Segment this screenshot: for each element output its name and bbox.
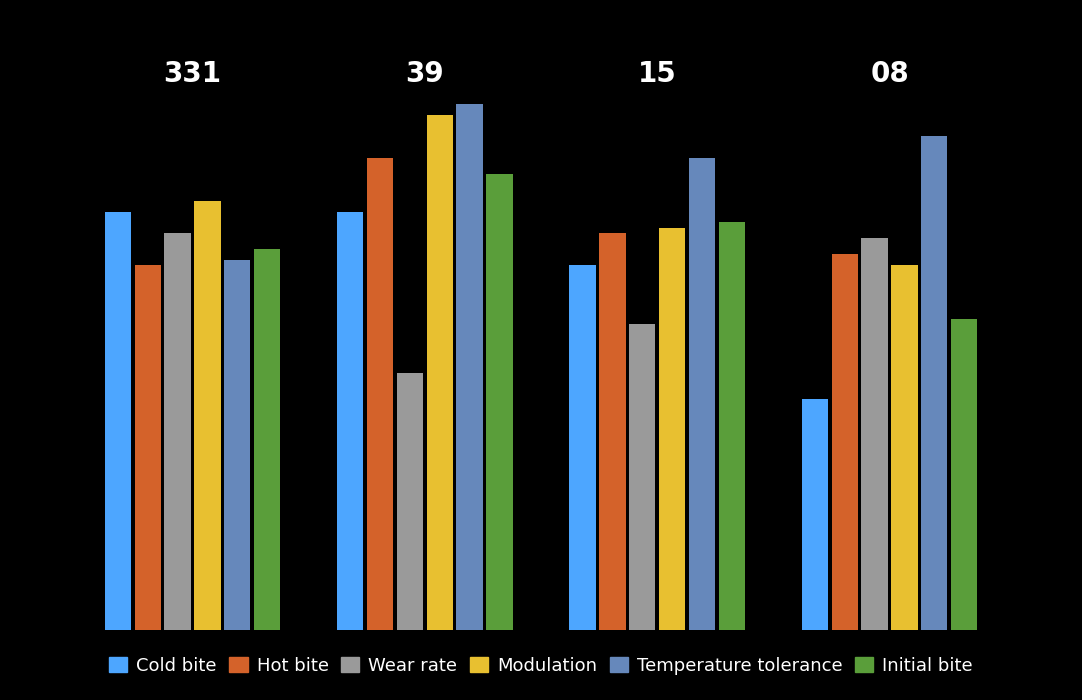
- Bar: [599, 233, 625, 630]
- Text: 331: 331: [163, 60, 222, 88]
- Bar: [224, 260, 250, 630]
- Legend: Cold bite, Hot bite, Wear rate, Modulation, Temperature tolerance, Initial bite: Cold bite, Hot bite, Wear rate, Modulati…: [106, 653, 976, 678]
- Bar: [367, 158, 393, 630]
- Text: 15: 15: [637, 60, 676, 88]
- Bar: [802, 399, 828, 630]
- Bar: [486, 174, 513, 630]
- Bar: [689, 158, 715, 630]
- Bar: [861, 239, 887, 630]
- Bar: [134, 265, 161, 630]
- Bar: [457, 104, 483, 630]
- Bar: [254, 249, 280, 630]
- Bar: [718, 223, 744, 630]
- Bar: [195, 201, 221, 630]
- Bar: [105, 211, 131, 630]
- Text: 39: 39: [406, 60, 444, 88]
- Bar: [569, 265, 596, 630]
- Bar: [397, 372, 423, 630]
- Bar: [659, 228, 685, 630]
- Text: 08: 08: [870, 60, 909, 88]
- Bar: [951, 319, 977, 630]
- Bar: [921, 136, 948, 630]
- Bar: [629, 324, 656, 630]
- Bar: [338, 211, 364, 630]
- Bar: [892, 265, 918, 630]
- Bar: [832, 255, 858, 630]
- Bar: [426, 115, 453, 630]
- Bar: [164, 233, 190, 630]
